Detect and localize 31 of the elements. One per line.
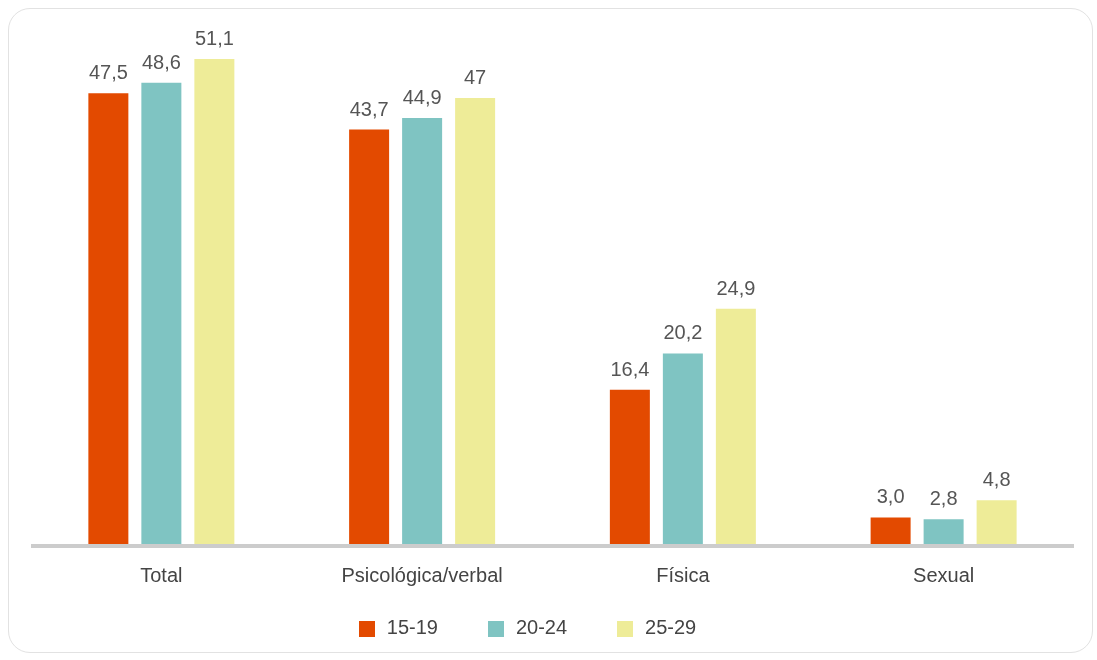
- legend-label: 15-19: [386, 616, 438, 638]
- legend-label: 25-29: [645, 616, 697, 638]
- data-label: 44,9: [402, 86, 442, 109]
- data-label: 3,0: [876, 485, 905, 508]
- x-tick-label: Física: [656, 564, 711, 587]
- bar: [194, 59, 235, 546]
- bar: [870, 517, 911, 546]
- bar: [715, 308, 756, 546]
- data-label: 51,1: [194, 27, 234, 49]
- bar: [455, 98, 496, 546]
- data-label: 16,4: [610, 357, 650, 380]
- data-label: 43,7: [349, 97, 389, 120]
- data-label: 2,8: [929, 487, 958, 510]
- data-label: 20,2: [663, 321, 703, 344]
- legend-label: 20-24: [515, 616, 568, 638]
- x-tick-label: Sexual: [913, 564, 975, 587]
- bar: [923, 519, 964, 546]
- bar: [349, 129, 390, 546]
- bar: [609, 389, 650, 546]
- bar: [402, 118, 443, 546]
- data-label: 47,5: [88, 61, 128, 84]
- bar: [662, 353, 703, 546]
- data-label: 4,8: [982, 468, 1011, 491]
- data-label: 24,9: [716, 276, 756, 299]
- x-tick-label: Total: [140, 564, 183, 587]
- data-label: 48,6: [141, 50, 181, 73]
- data-label: 47: [463, 66, 487, 89]
- bar: [976, 500, 1017, 546]
- bar: [88, 93, 129, 546]
- x-tick-label: Psicológica/verbal: [341, 564, 503, 587]
- bar: [141, 82, 182, 546]
